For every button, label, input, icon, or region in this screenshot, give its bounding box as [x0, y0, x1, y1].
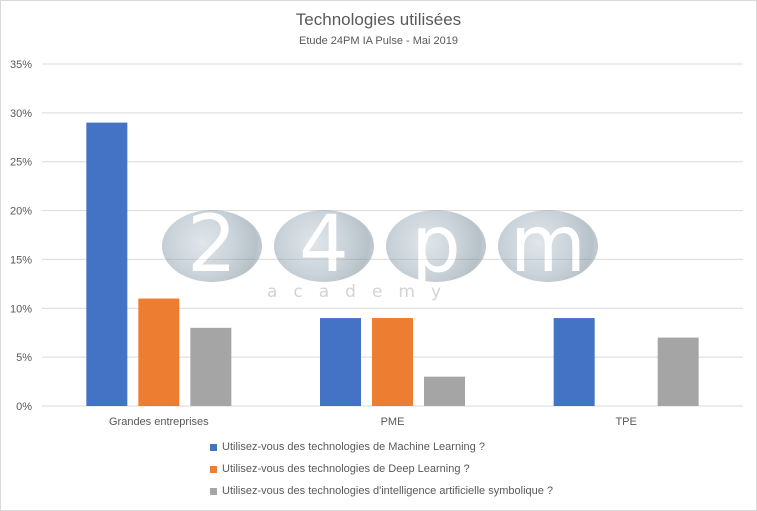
- bar: [320, 318, 361, 406]
- legend-label: Utilisez-vous des technologies de Deep L…: [222, 463, 470, 475]
- legend: Utilisez-vous des technologies de Machin…: [210, 436, 553, 502]
- x-tick-label: Grandes entreprises: [109, 416, 209, 428]
- legend-label: Utilisez-vous des technologies de Machin…: [222, 441, 485, 453]
- legend-swatch: [210, 487, 217, 495]
- y-axis-ticks: 0% 5% 10% 15% 20% 25% 30% 35%: [10, 59, 32, 413]
- legend-item: Utilisez-vous des technologies de Machin…: [210, 436, 553, 458]
- bar: [190, 327, 232, 406]
- x-axis-ticks: Grandes entreprises PME TPE: [109, 416, 637, 428]
- bars: [86, 122, 699, 406]
- y-tick-label: 0%: [16, 401, 32, 413]
- y-tick-label: 30%: [10, 108, 32, 120]
- bar: [372, 318, 413, 406]
- legend-swatch: [210, 465, 217, 473]
- y-tick-label: 10%: [10, 303, 32, 315]
- y-tick-label: 35%: [10, 59, 32, 71]
- y-tick-label: 20%: [10, 206, 32, 218]
- bar: [138, 298, 180, 406]
- x-tick-label: PME: [381, 416, 405, 428]
- legend-label: Utilisez-vous des technologies d'intelli…: [222, 485, 554, 497]
- bar: [424, 376, 465, 406]
- legend-item: Utilisez-vous des technologies de Deep L…: [210, 458, 553, 480]
- chart-title: Technologies utilisées: [295, 10, 462, 29]
- y-tick-label: 5%: [16, 352, 32, 364]
- bar: [553, 318, 595, 406]
- chart-subtitle: Etude 24PM IA Pulse - Mai 2019: [299, 35, 458, 47]
- bar: [657, 337, 699, 406]
- y-tick-label: 15%: [10, 254, 32, 266]
- legend-item: Utilisez-vous des technologies d'intelli…: [210, 480, 553, 502]
- y-tick-label: 25%: [10, 157, 32, 169]
- x-tick-label: TPE: [615, 416, 636, 428]
- bar: [86, 122, 128, 406]
- legend-swatch: [210, 443, 217, 451]
